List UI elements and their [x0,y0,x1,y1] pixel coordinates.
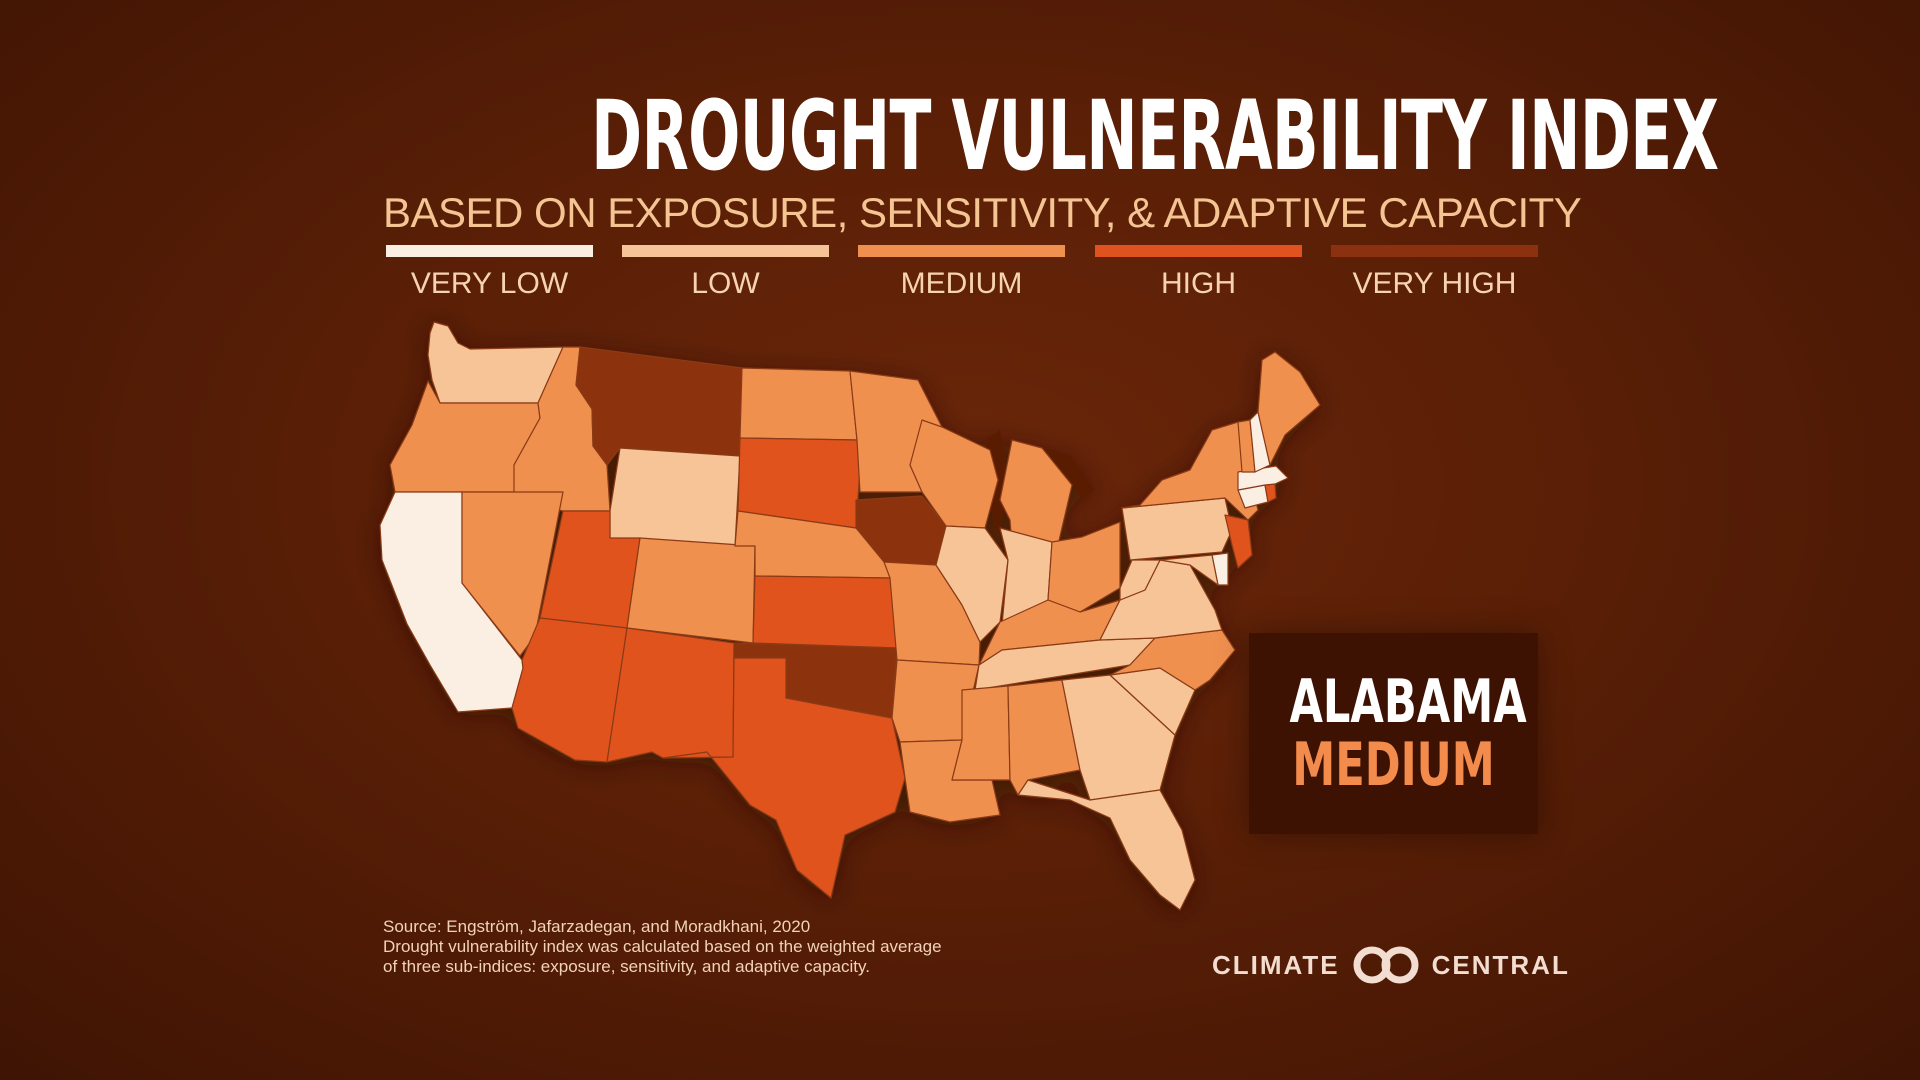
state-west-virginia[interactable]: West Virginia: LOW [1119,559,1161,601]
state-maine[interactable]: Maine: MEDIUM [1257,351,1321,466]
legend-item-very-low: VERY LOW [386,245,593,301]
source-line-2: Drought vulnerability index was calculat… [383,937,942,956]
logo-text-left: CLIMATE [1212,949,1340,980]
legend-label-medium: MEDIUM [900,267,1023,300]
legend-label-low: LOW [691,267,760,300]
state-texas[interactable]: Texas: HIGH [662,657,906,899]
legend-item-low: LOW [622,245,829,301]
legend-item-very-high: VERY HIGH [1331,245,1538,301]
state-maryland[interactable]: Maryland: LOW [1159,554,1219,586]
state-washington[interactable]: Washington: LOW [427,321,564,404]
state-north-dakota[interactable]: North Dakota: MEDIUM [739,367,858,441]
legend-swatch-low [622,245,829,257]
highlight-state-name: ALABAMA [1289,667,1527,737]
state-florida[interactable]: Florida: LOW [1017,779,1196,911]
legend-swatch-very-high [1331,245,1538,257]
legend-item-high: HIGH [1095,245,1302,301]
state-wyoming[interactable]: Wyoming: LOW [609,447,741,547]
state-new-mexico[interactable]: New Mexico: HIGH [606,627,735,763]
page-subtitle: BASED ON EXPOSURE, SENSITIVITY, & ADAPTI… [383,189,1582,236]
linked-rings-icon [1353,946,1419,984]
source-line-3: of three sub-indices: exposure, sensitiv… [383,957,870,976]
source-note: Source: Engström, Jafarzadegan, and Mora… [383,917,942,977]
state-colorado[interactable]: Colorado: MEDIUM [626,537,756,644]
legend-label-high: HIGH [1161,267,1236,300]
legend-label-very-low: VERY LOW [410,267,569,300]
legend-item-medium: MEDIUM [858,245,1065,301]
legend-swatch-medium [858,245,1065,257]
source-line-1: Source: Engström, Jafarzadegan, and Mora… [383,917,811,936]
legend-swatch-very-low [386,245,593,257]
state-south-dakota[interactable]: South Dakota: HIGH [737,437,861,529]
highlight-level: MEDIUM [1292,730,1495,800]
legend: VERY LOW LOW MEDIUM HIGH VERY HIGH [386,245,1538,305]
highlight-box: ALABAMA MEDIUM [1249,633,1538,834]
state-kansas[interactable]: Kansas: HIGH [752,575,898,649]
legend-label-very-high: VERY HIGH [1352,267,1517,300]
state-illinois[interactable]: Illinois: LOW [935,525,1009,643]
state-pennsylvania[interactable]: Pennsylvania: LOW [1121,497,1233,561]
state-new-jersey[interactable]: New Jersey: HIGH [1224,514,1253,569]
state-montana[interactable]: Montana: VERY HIGH [575,346,743,466]
lake-shape [1045,448,1095,500]
legend-swatch-high [1095,245,1302,257]
climate-central-logo: CLIMATE CENTRAL [1212,942,1570,988]
logo-text-right: CENTRAL [1431,949,1570,980]
